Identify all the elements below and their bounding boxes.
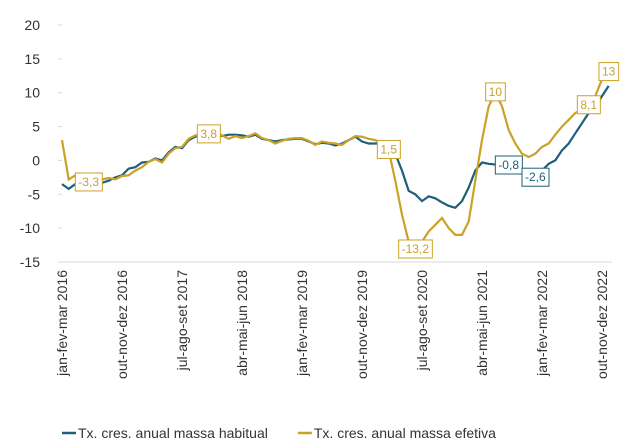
data-label: -0,8 [494,155,523,175]
data-label: -13,2 [398,239,433,259]
x-tick-label: jul-ago-set 2017 [174,270,190,372]
data-label-box [494,155,523,175]
x-tick-label: jan-fev-mar 2022 [534,270,550,377]
x-tick-label: jul-ago-set 2020 [414,270,430,372]
data-label: 3,8 [196,124,221,144]
data-label-text: 1,5 [380,142,397,156]
data-label-box [376,139,401,159]
y-tick-label: 20 [24,17,40,33]
x-tick-label: jan-fev-mar 2016 [54,270,70,377]
y-tick-label: -15 [20,254,40,270]
x-tick-label: out-nov-dez 2016 [114,270,130,379]
x-tick-label: out-nov-dez 2022 [594,270,610,379]
data-label: 13 [598,62,620,82]
x-tick-label: abr-mai-jun 2021 [474,270,490,376]
y-tick-label: -10 [20,220,40,236]
legend-label: Tx. cres. anual massa efetiva [314,425,496,441]
y-tick-label: 15 [24,51,40,67]
data-label-box [598,62,620,82]
x-tick-label: jan-fev-mar 2019 [294,270,310,377]
x-tick-label: abr-mai-jun 2018 [234,270,250,376]
legend-label: Tx. cres. anual massa habitual [78,425,268,441]
data-label-box [485,82,506,102]
data-label-box [576,95,601,115]
data-label-text: -3,3 [78,175,99,189]
series-line [61,85,610,210]
data-label-box [74,172,103,192]
data-label: -2,6 [521,167,550,187]
data-label: 10 [485,82,506,102]
data-label: 8,1 [576,95,601,115]
data-label-text: -13,2 [402,242,430,256]
series-line [60,71,610,252]
data-label: 1,5 [376,139,401,159]
data-label-box [398,239,433,259]
data-label-text: 3,8 [200,127,217,141]
y-tick-label: -5 [28,186,41,202]
x-tick-label: out-nov-dez 2019 [354,270,370,379]
data-label-text: 13 [602,65,616,79]
data-label: -3,3 [74,172,103,192]
data-label-text: 8,1 [580,98,597,112]
y-tick-label: 0 [32,152,40,168]
data-label-text: 10 [489,85,503,99]
y-tick-label: 5 [32,119,40,135]
data-label-text: -2,6 [525,170,546,184]
data-label-box [521,167,550,187]
data-label-box [196,124,221,144]
data-label-text: -0,8 [498,158,519,172]
y-tick-label: 10 [24,85,40,101]
